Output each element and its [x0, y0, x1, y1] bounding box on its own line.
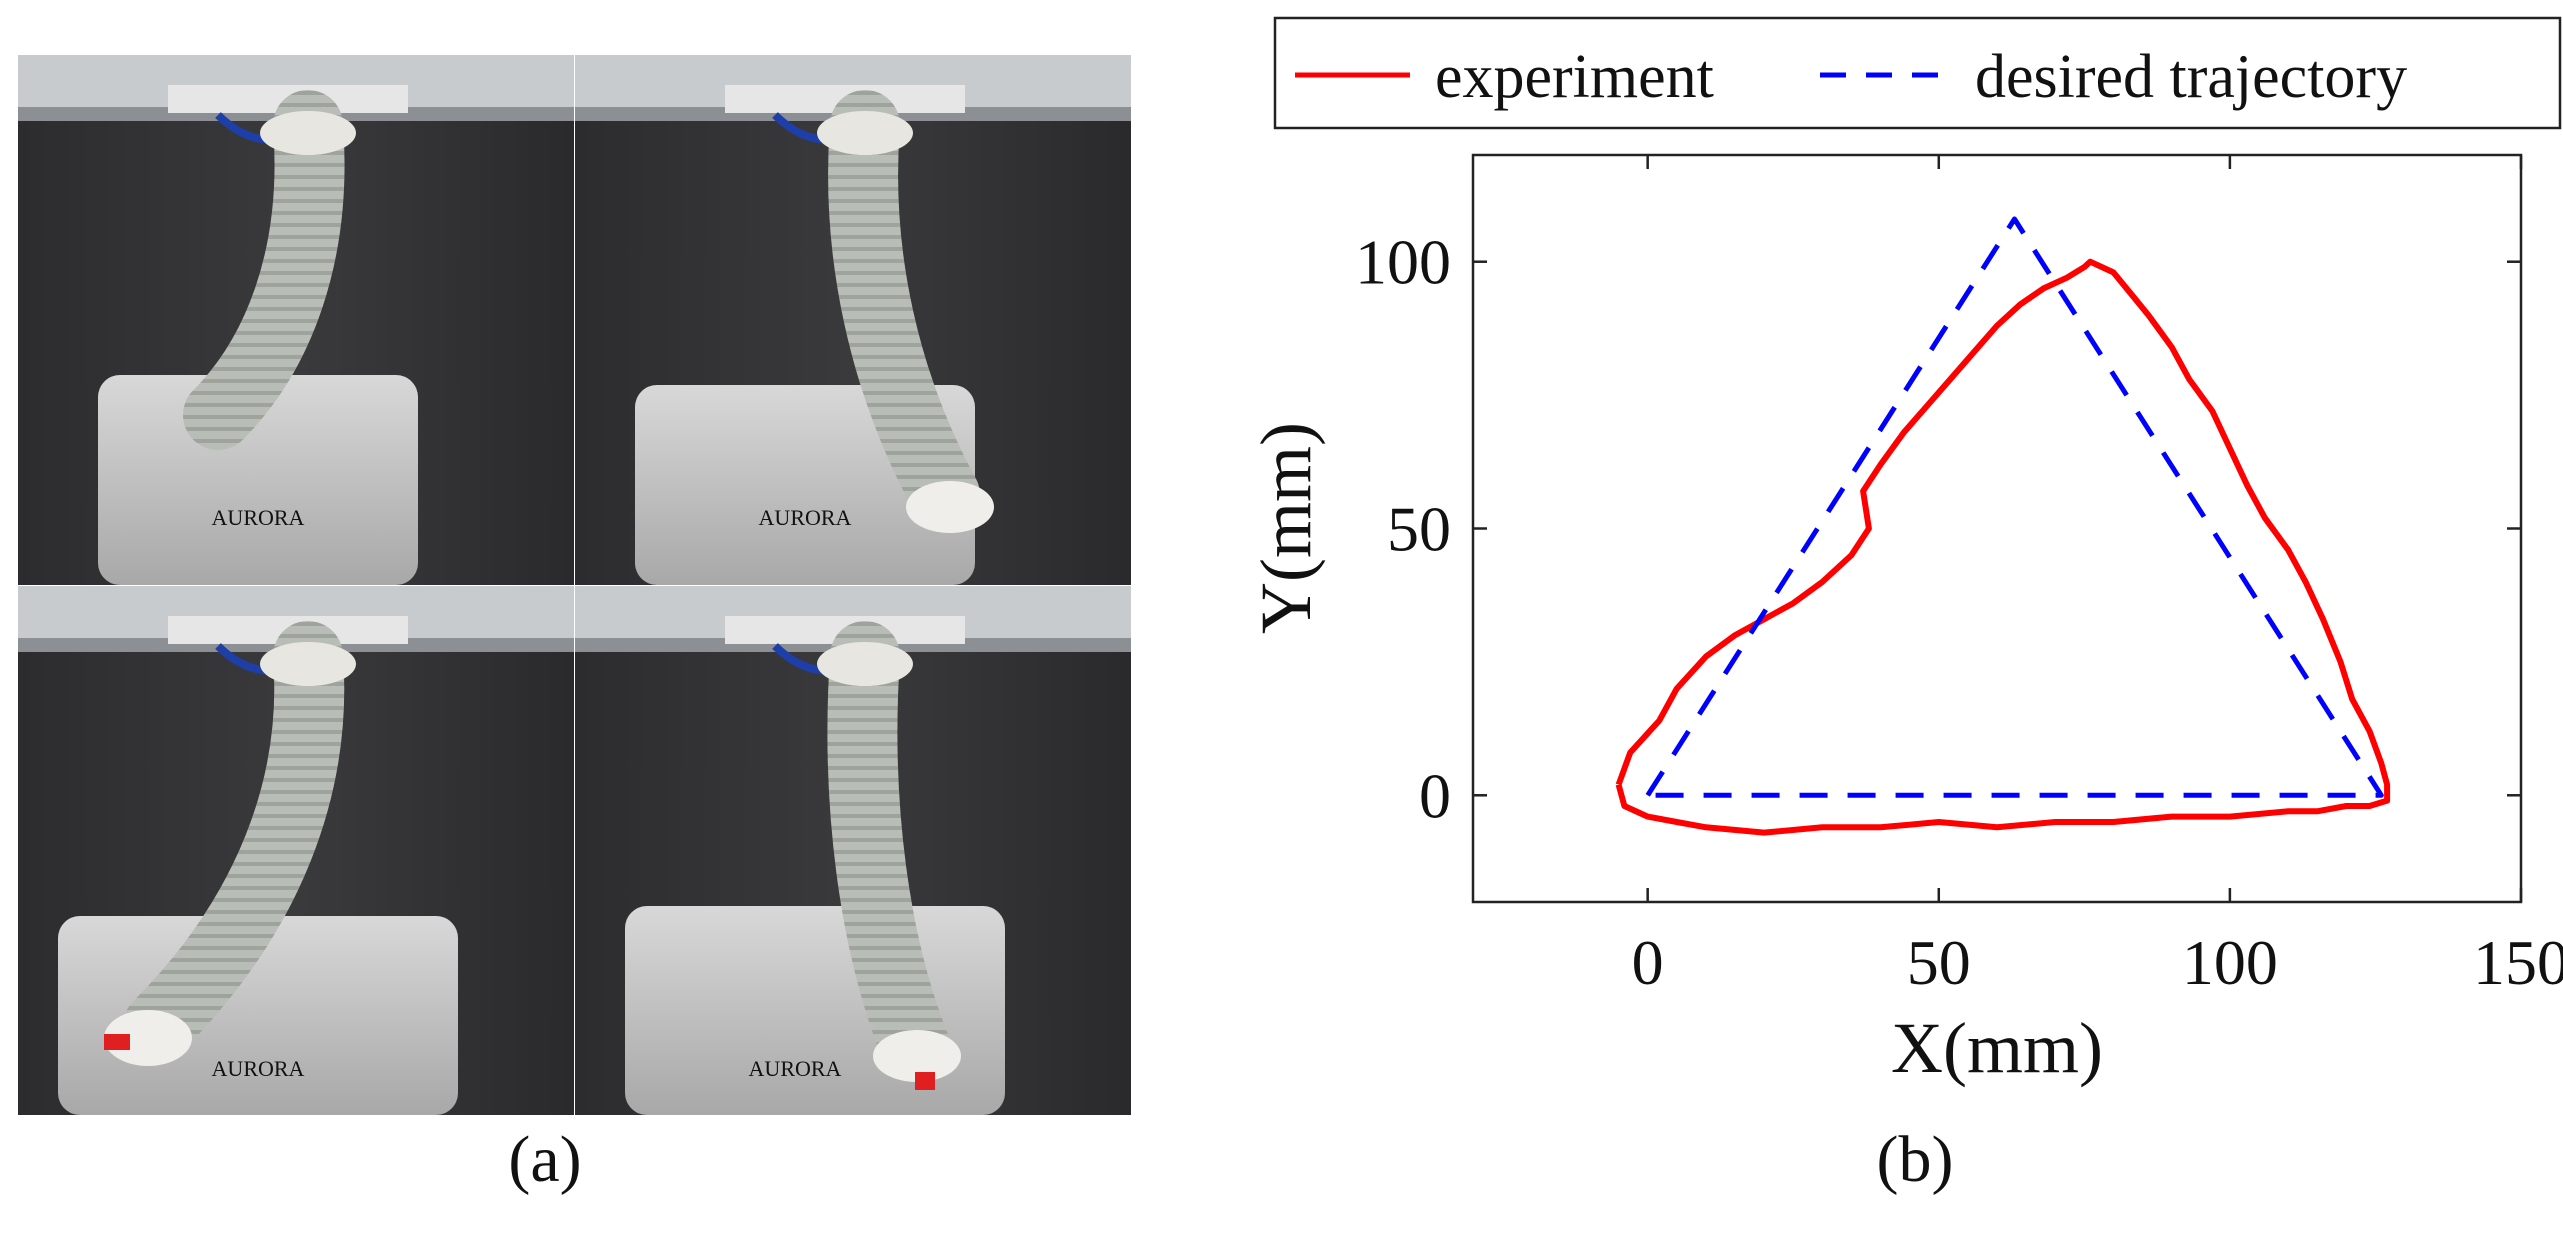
aurora-logo: AURORA — [212, 505, 305, 530]
y-tick-label: 50 — [1387, 494, 1451, 565]
y-tick-label: 0 — [1419, 760, 1451, 831]
photo-frame-1: AURORA — [18, 55, 574, 585]
series-layer — [1615, 216, 2391, 836]
trajectory-chart: experiment desired trajectory 0 50 100 1500… — [1246, 16, 2563, 1088]
legend-label-experiment: experiment — [1435, 43, 1714, 111]
legend: experiment desired trajectory — [1273, 16, 2562, 130]
x-tick-label: 150 — [2473, 927, 2563, 998]
y-tick-label: 100 — [1355, 227, 1451, 298]
y-axis-label: Y(mm) — [1246, 422, 1326, 634]
aurora-logo: AURORA — [759, 505, 852, 530]
series-line-desired — [1645, 216, 2384, 798]
caption-a: (a) — [508, 1123, 582, 1196]
photo-frame-4: AURORA — [575, 586, 1131, 1115]
photo-frame-2: AURORA — [575, 55, 1131, 585]
plot-area — [1471, 153, 2523, 904]
x-tick-label: 50 — [1907, 927, 1971, 998]
x-tick-label: 0 — [1632, 927, 1664, 998]
caption-b: (b) — [1876, 1123, 1954, 1196]
photo-frame-3: AURORA — [18, 586, 574, 1115]
legend-label-desired: desired trajectory — [1975, 43, 2407, 111]
aurora-logo: AURORA — [212, 1056, 305, 1081]
x-tick-label: 100 — [2182, 927, 2278, 998]
aurora-logo: AURORA — [749, 1056, 842, 1081]
x-axis-label: X(mm) — [1891, 1008, 2103, 1088]
series-line-experiment — [1615, 258, 2391, 836]
axis-ticks: 0 50 100 150 0 50 100 — [1355, 155, 2563, 998]
robot-photo-panel: AURORA AURORA AURORA — [18, 55, 1131, 1115]
